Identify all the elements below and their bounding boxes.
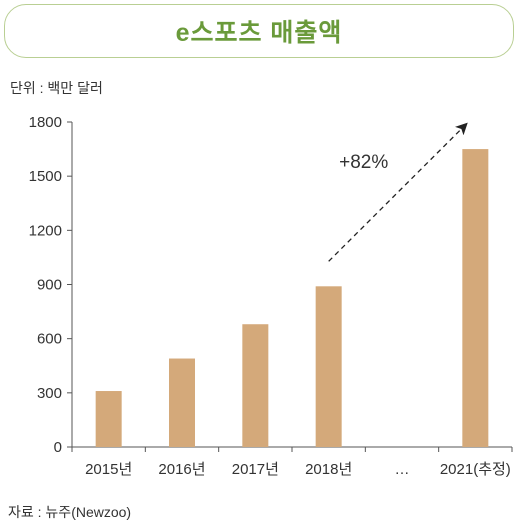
y-tick-label: 1800 bbox=[29, 114, 62, 131]
x-tick-label: … bbox=[395, 461, 410, 478]
chart-title: e스포츠 매출액 bbox=[175, 19, 343, 47]
x-tick-label: 2018년 bbox=[305, 461, 352, 478]
bar bbox=[95, 391, 122, 447]
y-tick-label: 900 bbox=[37, 277, 62, 294]
x-tick-label: 2016년 bbox=[158, 461, 205, 478]
y-tick-label: 600 bbox=[37, 331, 62, 348]
growth-annotation-label: +82% bbox=[339, 152, 388, 173]
unit-label: 단위 : 백만 달러 bbox=[10, 80, 103, 96]
x-tick-label: 2021(추정) bbox=[440, 461, 511, 478]
source-label: 자료 : 뉴주(Newzoo) bbox=[8, 504, 132, 520]
x-tick-label: 2015년 bbox=[85, 461, 132, 478]
x-tick-label: 2017년 bbox=[232, 461, 279, 478]
bar bbox=[169, 358, 195, 447]
title-box: e스포츠 매출액 bbox=[4, 4, 514, 58]
bar bbox=[242, 324, 269, 447]
y-tick-label: 300 bbox=[37, 385, 62, 402]
growth-arrow bbox=[328, 122, 468, 262]
y-tick-label: 1200 bbox=[29, 222, 62, 239]
bar bbox=[315, 286, 342, 447]
y-tick-label: 0 bbox=[54, 439, 62, 456]
bar bbox=[462, 149, 489, 448]
y-tick-label: 1500 bbox=[29, 168, 62, 185]
